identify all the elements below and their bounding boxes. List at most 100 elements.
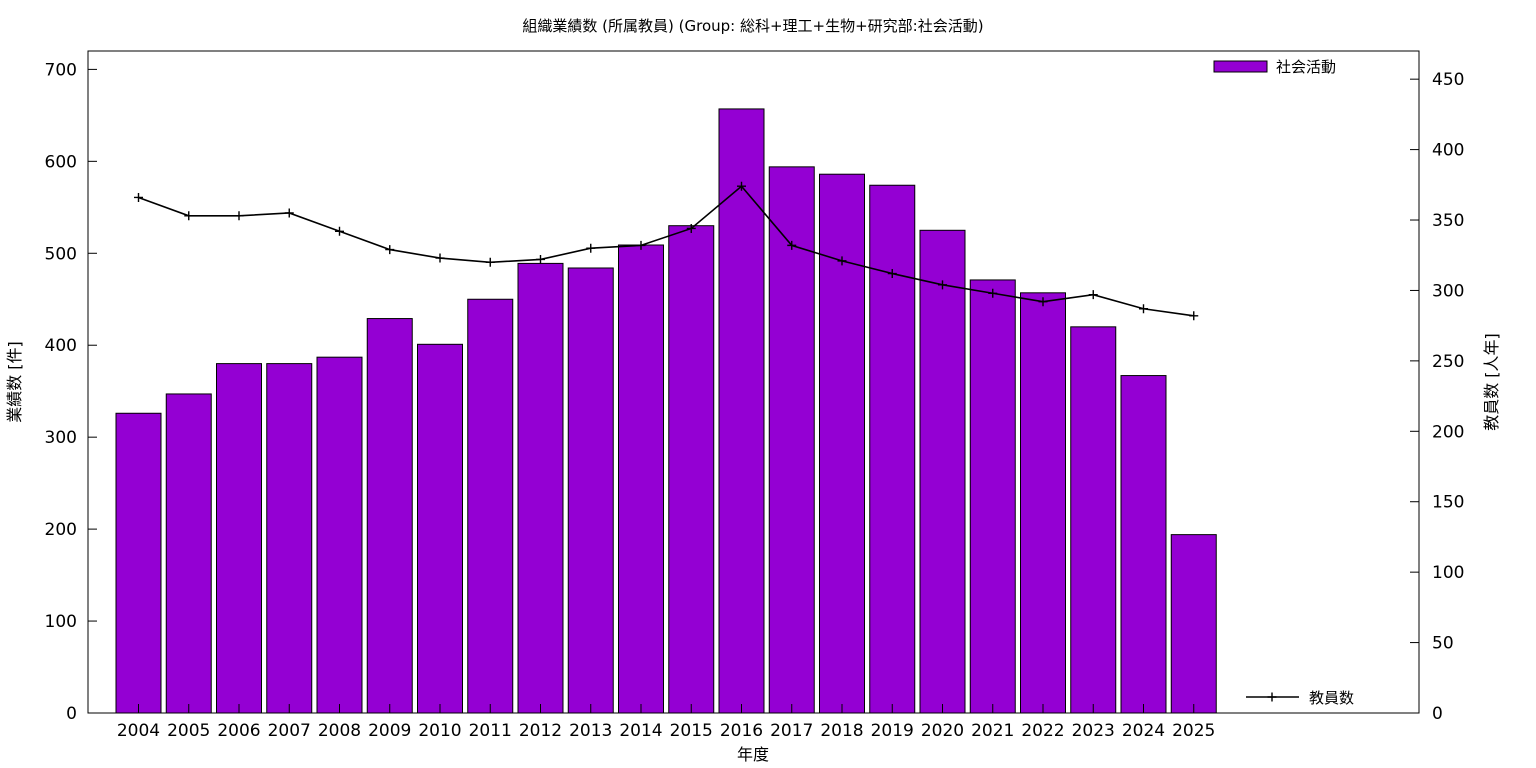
line-point-2023 (1088, 290, 1098, 300)
line-point-2015 (686, 223, 696, 233)
bar-2015 (668, 225, 715, 714)
bar-2006 (216, 363, 262, 714)
x-tick-label: 2013 (569, 721, 612, 741)
y2-tick-label: 100 (1432, 563, 1464, 583)
x-tick-label: 2017 (770, 721, 813, 741)
x-tick-label: 2004 (117, 721, 160, 741)
line-point-2021 (988, 288, 998, 298)
y2-tick-label: 350 (1432, 211, 1464, 231)
line-point-2006 (234, 211, 244, 221)
bar-2014 (618, 244, 664, 714)
line-point-2024 (1139, 304, 1148, 314)
y2-axis: 0 50 100 150 200 250 300 350 400 450 (1410, 70, 1464, 724)
x-axis: 2004 2005 2006 2007 2008 2009 2010 2011 2012 2013… (117, 704, 1215, 741)
y-tick-label: 700 (45, 60, 77, 80)
x-tick-label: 2009 (368, 721, 411, 741)
y-tick-label: 100 (45, 612, 77, 632)
line-point-2009 (385, 245, 395, 255)
bar-2024 (1120, 375, 1167, 714)
y-axis: 0 100 200 300 400 500 600 700 (45, 60, 97, 724)
bar-2022 (1020, 292, 1066, 714)
bar-group (115, 108, 1217, 714)
line-point-2013 (586, 243, 596, 253)
y-tick-label: 200 (45, 520, 77, 540)
y2-tick-label: 200 (1432, 422, 1464, 442)
x-tick-label: 2006 (217, 721, 260, 741)
x-tick-label: 2024 (1122, 721, 1165, 741)
line-point-2020 (938, 280, 947, 290)
series-line (138, 185, 1194, 317)
line-point-2012 (536, 254, 545, 264)
bar-2004 (115, 412, 162, 714)
x-tick-label: 2014 (619, 721, 662, 741)
x-tick-label: 2008 (318, 721, 361, 741)
bar-2007 (266, 363, 313, 714)
y2-tick-label: 150 (1432, 493, 1464, 513)
x-tick-label: 2025 (1172, 721, 1215, 741)
legend-line: 教員数 (1246, 689, 1354, 707)
y-tick-label: 0 (66, 704, 77, 724)
bar-2018 (819, 173, 865, 714)
bar-2020 (919, 229, 966, 714)
line-point-2016 (737, 181, 746, 191)
line-point-2017 (787, 240, 797, 250)
line-point-2007 (284, 208, 294, 218)
line-point-2008 (335, 226, 344, 236)
x-tick-label: 2011 (469, 721, 512, 741)
y-axis-label: 業績数 [件] (5, 341, 24, 423)
x-tick-label: 2021 (971, 721, 1014, 741)
x-tick-label: 2015 (670, 721, 713, 741)
bar-2009 (366, 318, 413, 714)
bar-2023 (1070, 326, 1117, 714)
line-group (134, 181, 1199, 321)
line-point-2019 (887, 269, 897, 279)
line-point-2004 (134, 192, 143, 202)
y2-tick-label: 400 (1432, 141, 1464, 161)
x-tick-label: 2022 (1021, 721, 1064, 741)
line-point-2005 (184, 211, 194, 221)
legend-bar-swatch (1213, 60, 1268, 73)
x-axis-label: 年度 (737, 745, 769, 764)
line-point-2014 (636, 240, 646, 250)
bar-2010 (417, 343, 463, 714)
chart-title: 組織業績数 (所属教員) (Group: 総科+理工+生物+研究部:社会活動) (522, 17, 983, 35)
y2-tick-label: 0 (1432, 704, 1443, 724)
plot-frame (87, 50, 1420, 714)
bar-2011 (467, 298, 514, 714)
y2-axis-label: 教員数 [人年] (1482, 333, 1501, 431)
x-tick-label: 2012 (519, 721, 562, 741)
line-point-2022 (1038, 297, 1048, 307)
line-point-2025 (1189, 311, 1199, 321)
x-tick-label: 2010 (418, 721, 461, 741)
y2-tick-label: 250 (1432, 352, 1464, 372)
x-tick-label: 2018 (820, 721, 863, 741)
y2-tick-label: 50 (1432, 634, 1454, 654)
legend-bar: 社会活動 (1213, 58, 1336, 76)
x-tick-label: 2005 (167, 721, 210, 741)
y-tick-label: 500 (45, 244, 77, 264)
x-tick-label: 2023 (1072, 721, 1115, 741)
bar-2019 (869, 184, 916, 714)
bar-2008 (316, 356, 363, 714)
x-tick-label: 2019 (871, 721, 914, 741)
legend-line-label: 教員数 (1309, 689, 1354, 707)
x-tick-label: 2016 (720, 721, 763, 741)
bar-2005 (165, 393, 212, 714)
y-tick-label: 600 (45, 152, 77, 172)
line-point-2011 (485, 257, 495, 267)
y-tick-label: 300 (45, 428, 77, 448)
x-tick-label: 2007 (268, 721, 311, 741)
y-tick-label: 400 (45, 336, 77, 356)
y2-tick-label: 450 (1432, 70, 1464, 90)
bar-2016 (718, 108, 765, 714)
y2-tick-label: 300 (1432, 281, 1464, 301)
x-tick-label: 2020 (921, 721, 964, 741)
bar-2017 (768, 166, 815, 714)
line-point-2010 (435, 253, 445, 263)
legend-bar-label: 社会活動 (1276, 58, 1336, 76)
line-point-2018 (837, 256, 847, 266)
bar-2013 (567, 267, 614, 714)
bar-2012 (517, 262, 564, 714)
legend-line-marker (1267, 692, 1277, 702)
